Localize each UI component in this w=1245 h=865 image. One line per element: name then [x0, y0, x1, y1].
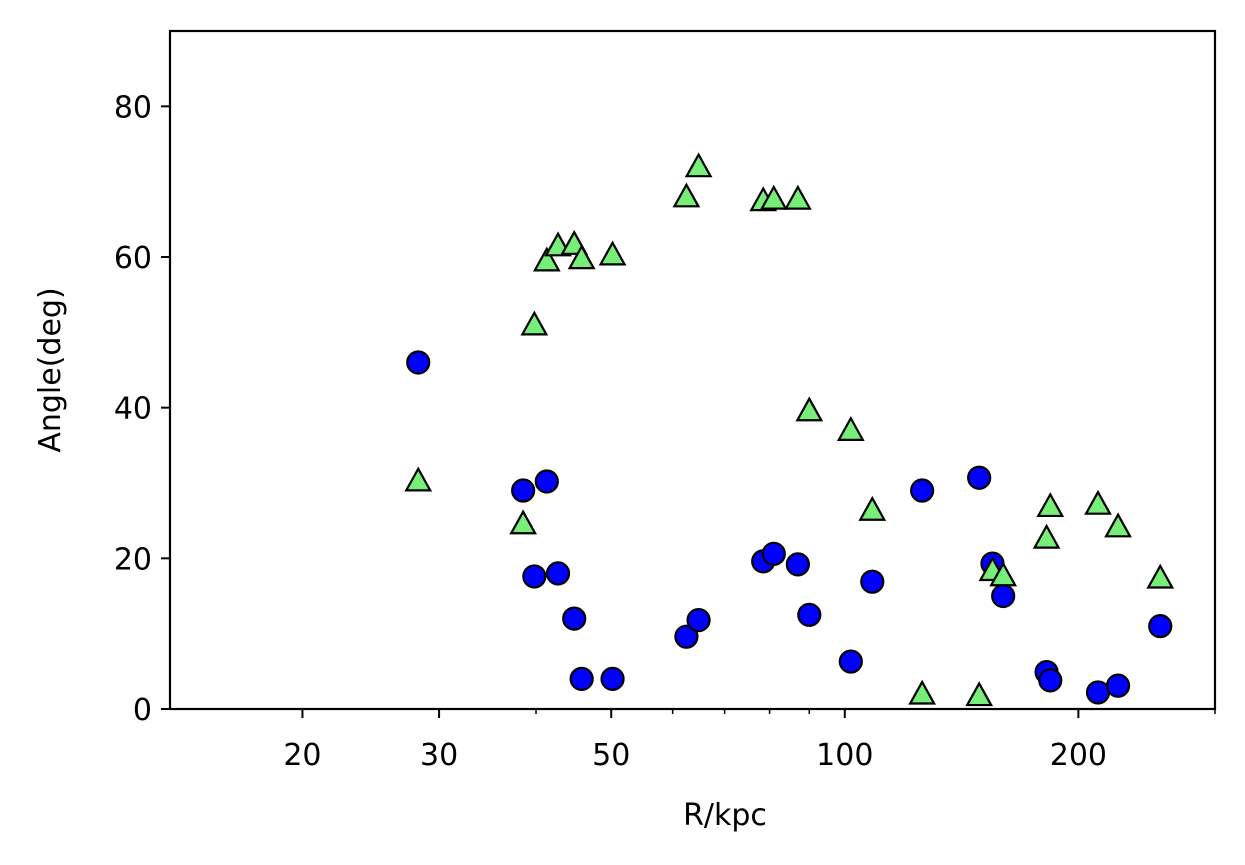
- triangle-point: [965, 681, 994, 707]
- circle-point: [545, 561, 571, 586]
- triangle-point: [989, 561, 1018, 587]
- triangle-point: [1104, 512, 1132, 538]
- circle-point: [761, 541, 786, 566]
- triangle-point: [567, 244, 596, 270]
- circle-point: [562, 606, 587, 631]
- circle-point: [569, 666, 594, 691]
- data-points: [404, 152, 1175, 707]
- circle-point: [686, 608, 711, 633]
- triangle-point: [684, 152, 713, 178]
- circle-point: [991, 583, 1016, 609]
- triangle-point: [672, 182, 701, 208]
- triangle-point: [783, 184, 812, 210]
- triangle-point: [404, 466, 433, 492]
- circle-point: [838, 649, 863, 674]
- y-tick-label: 20: [114, 542, 152, 577]
- circle-point: [910, 478, 935, 503]
- triangle-point: [520, 310, 549, 336]
- y-tick-label: 60: [114, 241, 152, 276]
- triangle-point: [858, 495, 887, 521]
- x-tick-label: 200: [1050, 738, 1107, 773]
- triangle-point: [1036, 492, 1065, 518]
- circle-point: [1038, 668, 1063, 693]
- triangle-point: [532, 246, 561, 272]
- x-tick-label: 20: [283, 738, 321, 773]
- triangle-point: [509, 509, 538, 535]
- triangle-point: [908, 679, 937, 705]
- circle-point: [406, 350, 431, 375]
- circle-point: [1105, 673, 1131, 698]
- y-tick-label: 80: [114, 90, 152, 125]
- x-axis-label: R/kpc: [683, 798, 767, 833]
- circle-point: [860, 569, 885, 594]
- circle-point: [522, 564, 547, 589]
- plot-frame: [168, 29, 1217, 711]
- x-tick-label: 50: [592, 738, 630, 773]
- circle-point: [785, 552, 810, 577]
- triangle-point: [598, 240, 627, 266]
- triangle-point: [1032, 523, 1061, 549]
- circle-point: [511, 478, 536, 503]
- x-tick-label: 100: [816, 738, 873, 773]
- y-axis-label: Angle(deg): [33, 287, 68, 452]
- triangle-point: [836, 416, 865, 441]
- triangle-point: [1084, 489, 1112, 515]
- x-tick-label: 30: [420, 738, 458, 773]
- circle-point: [1148, 614, 1173, 639]
- y-tick-label: 0: [133, 693, 152, 728]
- circle-point: [797, 602, 822, 627]
- x-axis: 20 30 50 100 200: [283, 709, 1216, 773]
- circle-point: [600, 666, 625, 691]
- circle-point: [967, 465, 992, 490]
- triangle-point: [795, 396, 824, 422]
- y-axis: 0 20 40 60 80: [114, 90, 170, 728]
- circle-point: [1085, 680, 1111, 705]
- triangle-point: [1146, 563, 1175, 589]
- circle-point: [534, 469, 559, 494]
- y-tick-label: 40: [114, 392, 152, 427]
- circle-point: [674, 624, 699, 649]
- triangle-point: [759, 184, 788, 210]
